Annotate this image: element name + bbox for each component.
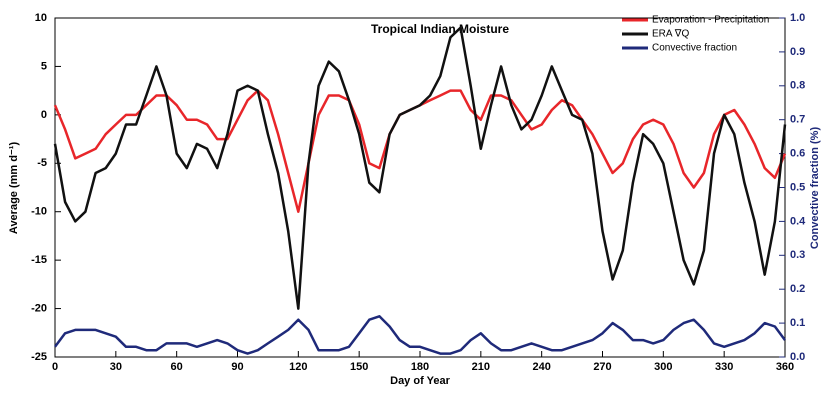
legend-label: Convective fraction	[652, 43, 737, 54]
y2-tick-label: 0.0	[790, 351, 805, 363]
chart-title: Tropical Indian Moisture	[371, 22, 509, 36]
x-tick-label: 0	[52, 361, 58, 373]
x-tick-label: 120	[289, 361, 307, 373]
x-tick-label: 60	[171, 361, 183, 373]
y2-tick-label: 0.8	[790, 80, 805, 92]
y2-axis-label: Convective fraction (%)	[809, 127, 821, 250]
x-tick-label: 300	[654, 361, 672, 373]
y-axis-label: Average (mm d⁻¹)	[8, 142, 20, 235]
x-tick-label: 270	[593, 361, 611, 373]
x-tick-label: 210	[472, 361, 490, 373]
y2-tick-label: 0.4	[790, 215, 806, 227]
y-tick-label: -5	[37, 157, 47, 169]
y-tick-label: 10	[35, 12, 47, 24]
legend-label: Evaporation - Precipitation	[652, 15, 769, 26]
y-tick-label: -25	[31, 351, 47, 363]
y2-tick-label: 0.2	[790, 283, 805, 295]
x-tick-label: 330	[715, 361, 733, 373]
y-tick-label: -15	[31, 254, 47, 266]
legend-label: ERA ∇Q	[652, 29, 689, 40]
y2-tick-label: 0.9	[790, 46, 805, 58]
y-tick-label: -20	[31, 302, 47, 314]
series-line	[53, 89, 787, 213]
y2-tick-label: 1.0	[790, 12, 805, 24]
x-tick-label: 360	[776, 361, 794, 373]
y-tick-label: 5	[41, 60, 47, 72]
x-tick-label: 30	[110, 361, 122, 373]
y2-tick-label: 0.7	[790, 114, 805, 126]
x-tick-label: 150	[350, 361, 368, 373]
y-tick-label: -10	[31, 206, 47, 218]
y2-tick-label: 0.5	[790, 181, 805, 193]
x-axis-label: Day of Year	[390, 375, 450, 387]
series-line	[53, 315, 787, 355]
plot-frame	[54, 17, 786, 358]
x-tick-label: 90	[231, 361, 243, 373]
y2-tick-label: 0.3	[790, 249, 805, 261]
series-line	[53, 26, 787, 310]
x-tick-label: 180	[411, 361, 429, 373]
y2-tick-label: 0.1	[790, 317, 805, 329]
x-tick-label: 240	[532, 361, 550, 373]
y-tick-label: 0	[41, 109, 47, 121]
y2-tick-label: 0.6	[790, 148, 805, 160]
